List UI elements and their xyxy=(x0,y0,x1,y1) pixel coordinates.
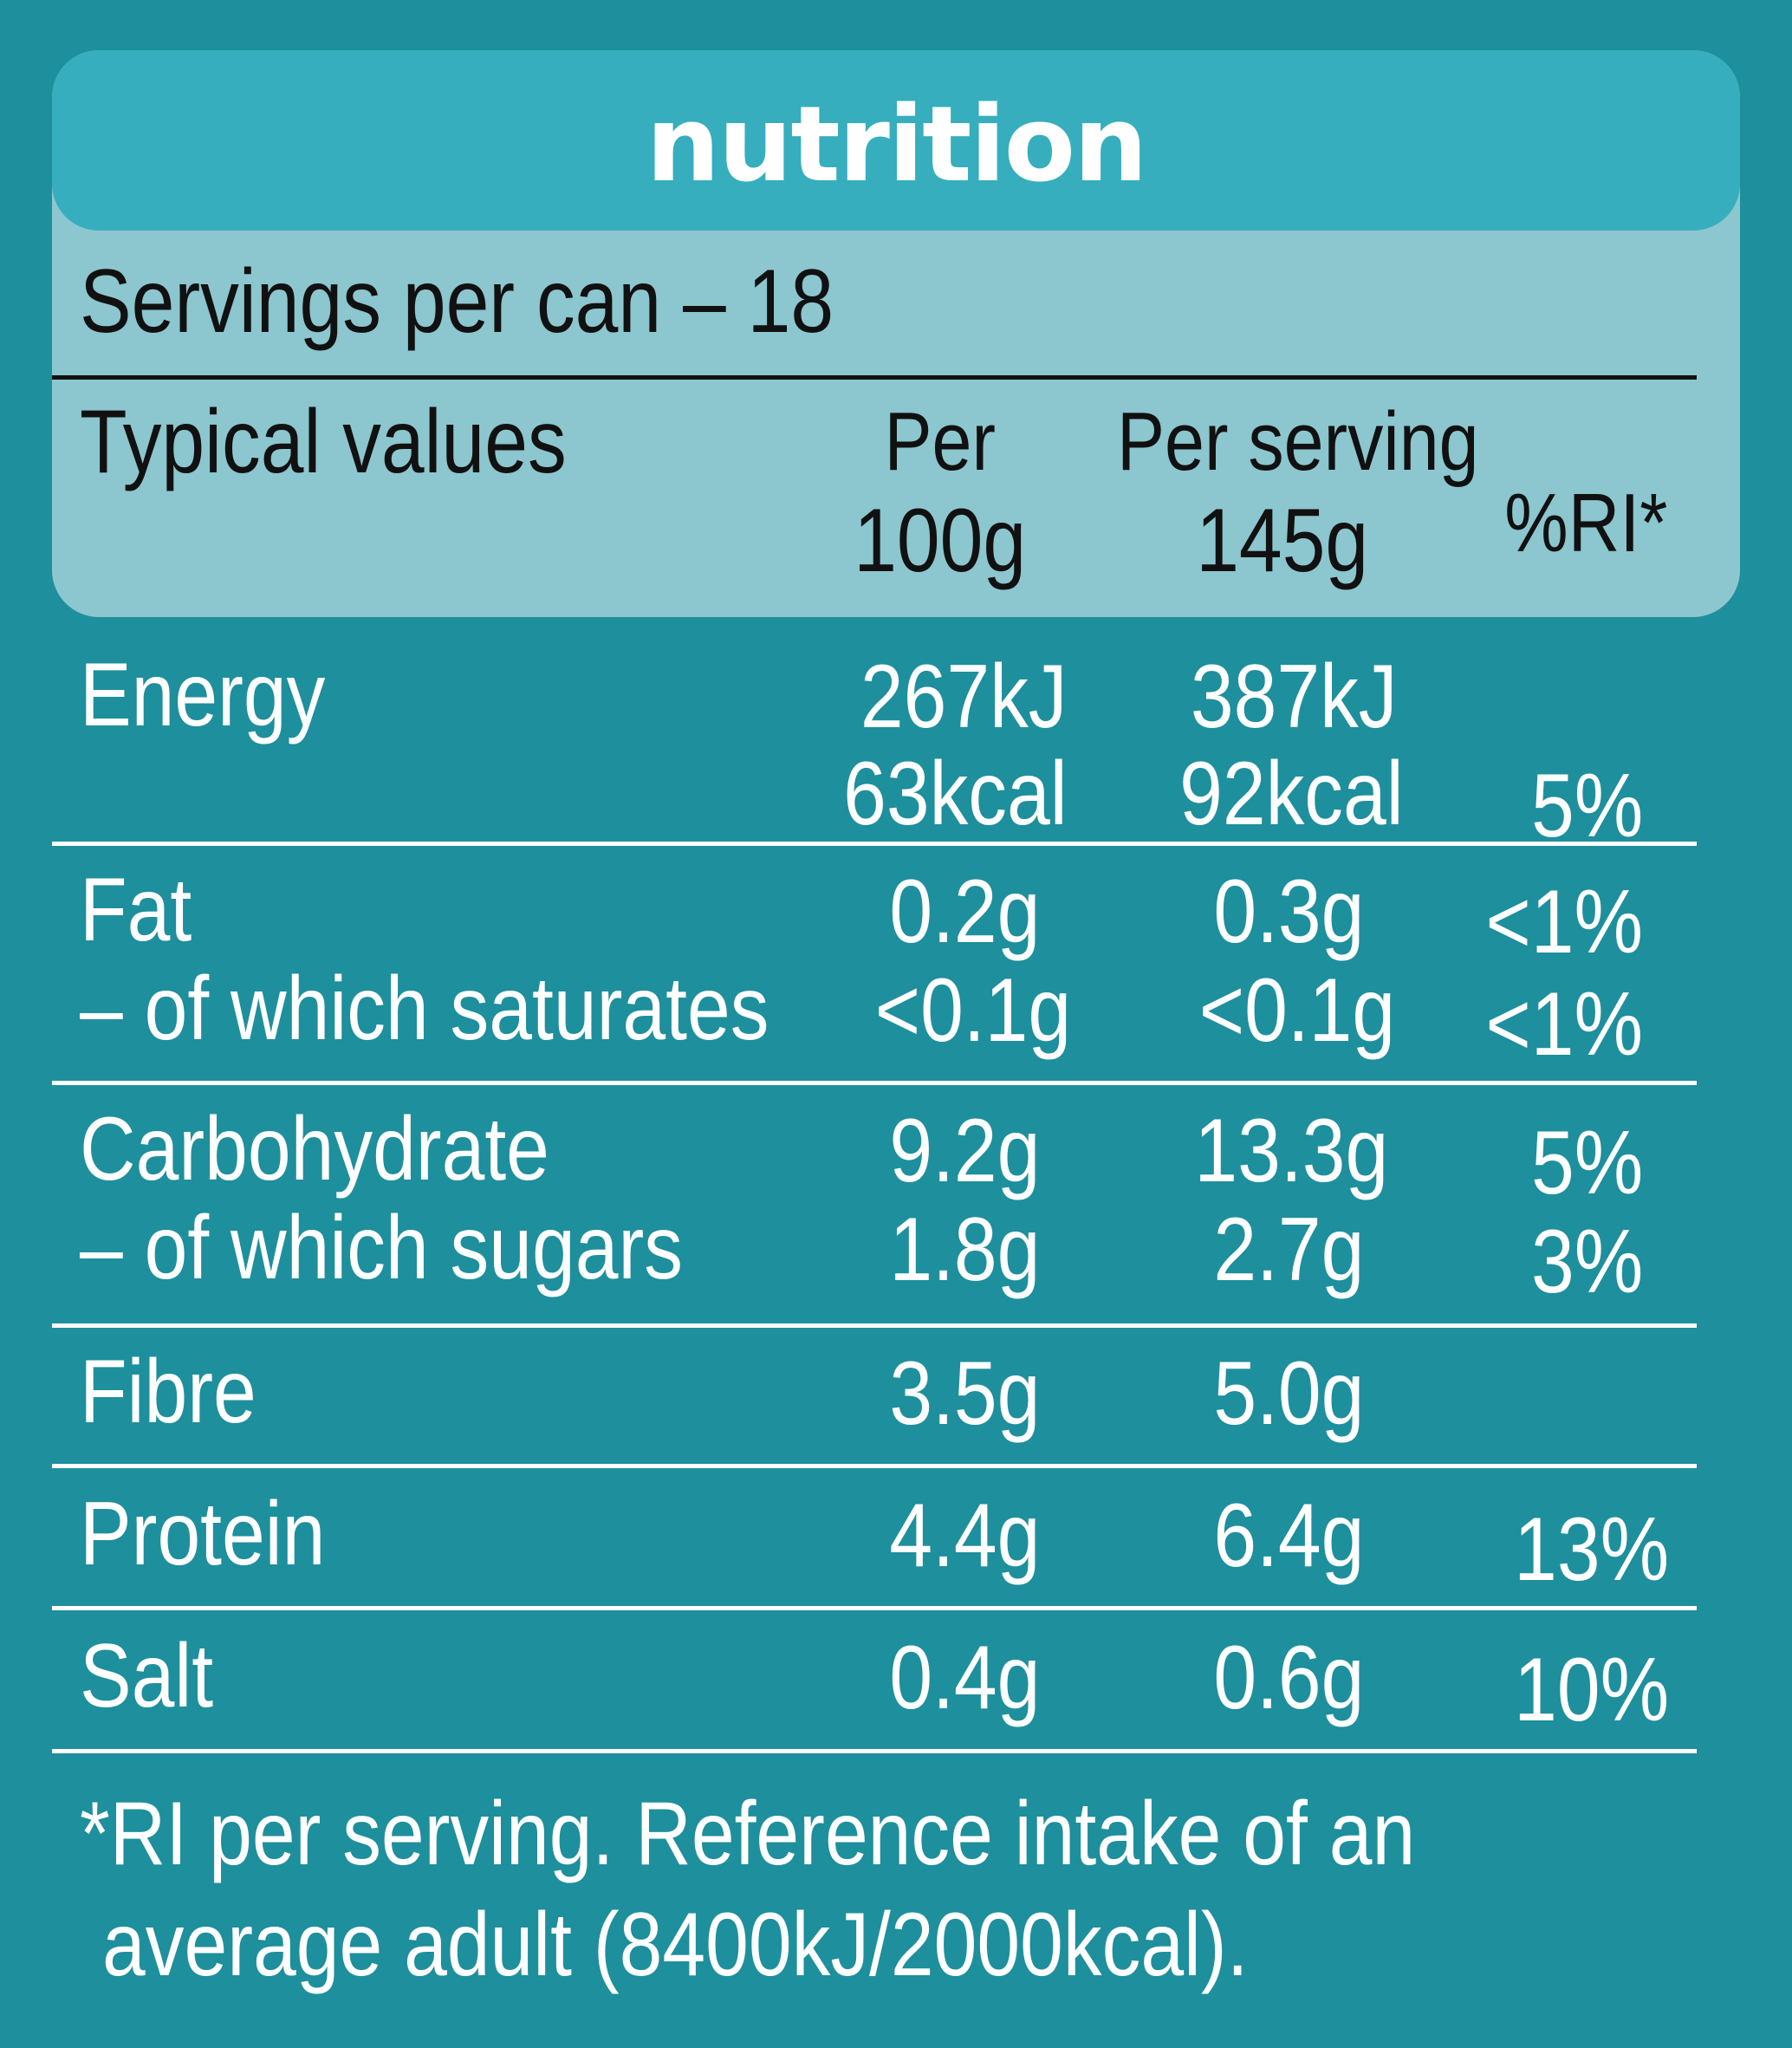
carbohydrate-per100: 9.2g xyxy=(888,1101,1040,1201)
saturates-per100: <0.1g xyxy=(874,960,1071,1061)
header-divider xyxy=(52,375,1697,380)
divider-protein xyxy=(52,1606,1697,1610)
nutrition-title: nutrition xyxy=(646,85,1148,205)
per-100g-header-line1: Per xyxy=(884,395,997,488)
salt-ri: 10% xyxy=(1513,1640,1669,1740)
typical-values-header: Typical values xyxy=(80,392,567,492)
sugars-perserving: 2.7g xyxy=(1212,1200,1364,1300)
header-panel xyxy=(52,50,1740,617)
protein-ri: 13% xyxy=(1513,1499,1669,1600)
carbohydrate-label: Carbohydrate xyxy=(80,1099,549,1200)
divider-energy xyxy=(52,842,1697,846)
fibre-per100: 3.5g xyxy=(888,1343,1040,1444)
title-bar xyxy=(52,50,1740,231)
salt-perserving: 0.6g xyxy=(1212,1628,1364,1728)
fibre-label: Fibre xyxy=(80,1342,256,1442)
divider-salt xyxy=(52,1749,1697,1753)
footnote-line1: *RI per serving. Reference intake of an xyxy=(80,1784,1416,1884)
fat-ri: <1% xyxy=(1485,872,1643,972)
divider-fat xyxy=(52,1081,1697,1085)
sugars-label: – of which sugars xyxy=(80,1198,684,1298)
saturates-label: – of which saturates xyxy=(80,959,769,1059)
carbohydrate-ri: 5% xyxy=(1530,1113,1643,1213)
fat-perserving: 0.3g xyxy=(1212,861,1364,962)
saturates-ri: <1% xyxy=(1485,974,1643,1075)
energy-ri: 5% xyxy=(1530,756,1643,856)
carbohydrate-perserving: 13.3g xyxy=(1194,1101,1388,1201)
energy-perserving-kcal: 92kcal xyxy=(1179,744,1404,844)
sugars-ri: 3% xyxy=(1530,1212,1643,1312)
salt-label: Salt xyxy=(80,1626,214,1726)
divider-fibre xyxy=(52,1464,1697,1468)
energy-label: Energy xyxy=(80,645,326,745)
ri-header: %RI* xyxy=(1503,477,1668,569)
protein-per100: 4.4g xyxy=(888,1486,1040,1586)
energy-per100-kj: 267kJ xyxy=(860,647,1068,747)
salt-per100: 0.4g xyxy=(888,1628,1040,1728)
energy-perserving-kj: 387kJ xyxy=(1191,647,1398,747)
fat-label: Fat xyxy=(80,860,192,960)
sugars-per100: 1.8g xyxy=(888,1200,1040,1300)
protein-label: Protein xyxy=(80,1484,326,1584)
footnote-line2: average adult (8400kJ/2000kcal). xyxy=(102,1895,1249,1995)
fibre-perserving: 5.0g xyxy=(1212,1343,1364,1444)
servings-text: Servings per can – 18 xyxy=(80,251,834,352)
per-serving-header-line2: 145g xyxy=(1196,491,1369,591)
fat-per100: 0.2g xyxy=(888,861,1040,962)
energy-per100-kcal: 63kcal xyxy=(843,744,1068,844)
saturates-perserving: <0.1g xyxy=(1198,960,1395,1061)
divider-carbohydrate xyxy=(52,1323,1697,1328)
protein-perserving: 6.4g xyxy=(1212,1486,1364,1586)
per-100g-header-line2: 100g xyxy=(854,491,1027,591)
per-serving-header-line1: Per serving xyxy=(1116,395,1479,488)
